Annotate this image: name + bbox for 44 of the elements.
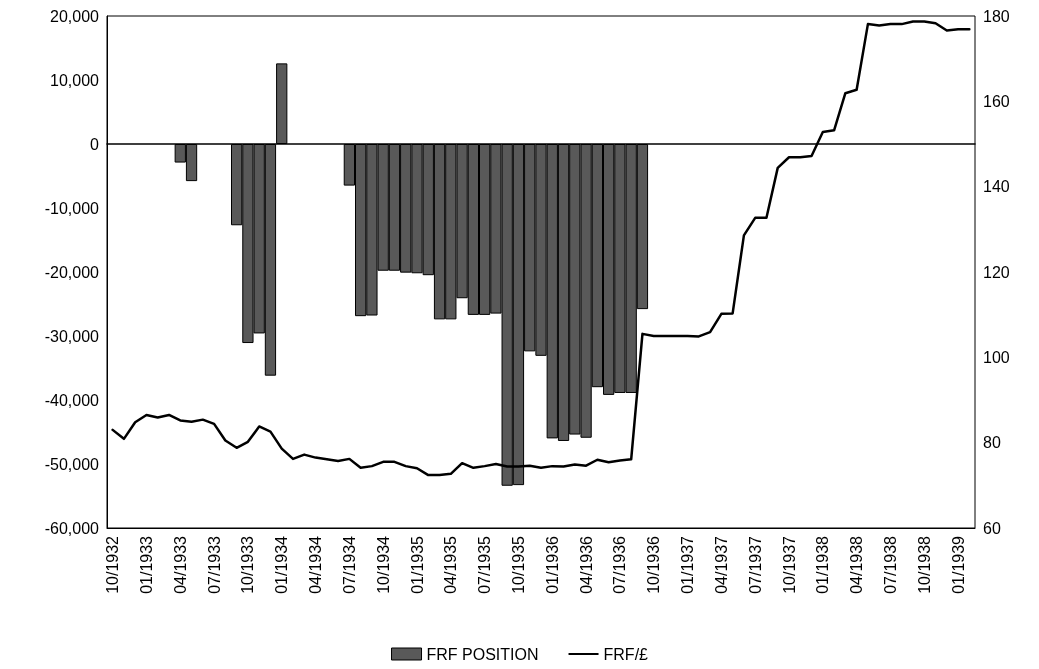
x-tick-label: 01/1935 [408,535,426,594]
y-tick-label: 0 [90,135,100,153]
x-tick-label: 07/1938 [881,535,899,594]
x-tick-label: 04/1936 [577,535,595,594]
y2-tick-label: 140 [983,178,1010,196]
x-tick-label: 07/1935 [476,535,494,594]
x-tick-label: 01/1937 [679,535,697,594]
x-tick-label: 07/1933 [205,535,223,594]
x-tick-label: 10/1933 [239,535,257,594]
y2-tick-label: 160 [983,92,1010,110]
y-tick-label: -50,000 [44,455,100,473]
x-tick-label: 04/1934 [307,535,325,594]
y2-tick-label: 180 [983,7,1010,25]
x-tick-label: 04/1933 [171,535,189,594]
legend-label: FRF POSITION [426,645,539,663]
x-tick-label: 10/1937 [780,535,798,594]
y-tick-label: -20,000 [44,263,100,281]
x-tick-label: 10/1938 [915,535,933,594]
y2-tick-label: 100 [983,348,1010,366]
x-tick-label: 01/1934 [273,535,291,594]
y2-tick-label: 60 [983,519,1001,537]
y-tick-label: -10,000 [44,199,100,217]
x-tick-label: 10/1934 [374,535,392,594]
x-tick-label: 07/1934 [340,535,358,594]
x-tick-label: 01/1939 [949,535,967,594]
x-tick-label: 10/1936 [645,535,663,594]
y-tick-label: -30,000 [44,327,100,345]
x-tick-label: 01/1938 [814,535,832,594]
y-tick-label: 10,000 [50,71,100,89]
x-tick-label: 10/1935 [509,535,527,594]
x-tick-label: 04/1935 [442,535,460,594]
y2-tick-label: 80 [983,434,1001,452]
x-tick-label: 04/1937 [712,535,730,594]
x-tick-label: 01/1933 [137,535,155,594]
x-tick-label: 01/1936 [543,535,561,594]
x-tick-label: 07/1936 [611,535,629,594]
x-tick-label: 07/1937 [746,535,764,594]
x-tick-label: 04/1938 [848,535,866,594]
y-tick-label: -40,000 [44,391,100,409]
y-tick-label: -60,000 [44,519,100,537]
legend-label: FRF/£ [603,645,649,663]
y-tick-label: 20,000 [50,7,100,25]
y2-tick-label: 120 [983,263,1010,281]
x-tick-label: 10/1932 [104,535,122,594]
